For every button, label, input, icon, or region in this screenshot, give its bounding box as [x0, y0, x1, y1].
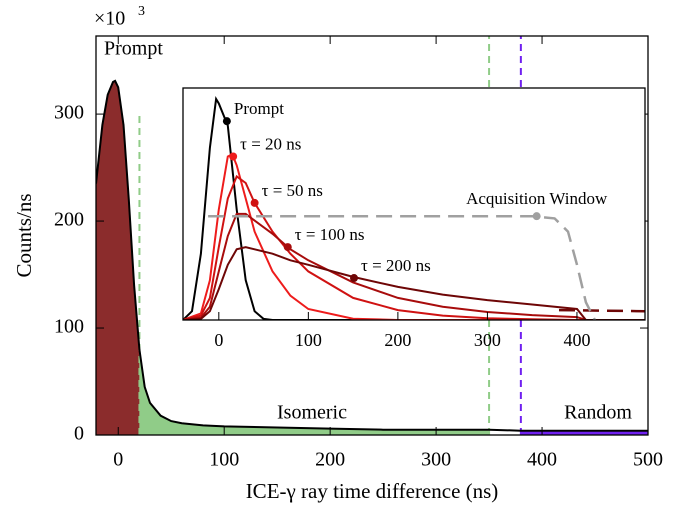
y-tick-label: 0 [74, 423, 84, 445]
region-fill [520, 430, 648, 435]
series-line [558, 308, 645, 313]
series-line [183, 96, 645, 320]
series-marker [222, 117, 231, 126]
region-label: Random [564, 402, 632, 424]
x-tick-label: 400 [527, 449, 557, 471]
plot-area [96, 36, 648, 435]
x-tick-label: 200 [315, 449, 345, 471]
region-fill [139, 349, 490, 435]
series-label: Prompt [234, 99, 284, 118]
x-tick-label: 300 [421, 449, 451, 471]
axes-frame [95, 35, 649, 436]
series-marker [283, 243, 292, 252]
x-axis-label: ICE-γ ray time difference (ns) [246, 479, 499, 503]
x-tick-label: 300 [474, 330, 501, 350]
series-label: τ = 50 ns [262, 181, 323, 200]
y-axis-label: Counts/ns [12, 193, 36, 277]
x-tick-label: 100 [209, 449, 239, 471]
x-tick-label: 100 [295, 330, 322, 350]
series-marker [250, 198, 259, 207]
series-label: τ = 20 ns [240, 134, 301, 153]
series-marker [532, 212, 541, 221]
series-label: Acquisition Window [466, 189, 608, 208]
axes-frame [182, 87, 646, 321]
series-line [96, 79, 648, 432]
inset-background [183, 88, 645, 320]
x-tick-label: 500 [633, 449, 663, 471]
series-line [208, 214, 597, 320]
series-label: τ = 200 ns [361, 256, 431, 275]
y-multiplier: ×10 [94, 8, 125, 30]
plot-area [183, 96, 645, 320]
x-tick-label: 400 [563, 330, 590, 350]
x-tick-label: 0 [214, 330, 223, 350]
x-tick-label: 0 [113, 449, 123, 471]
series-label: τ = 100 ns [295, 225, 365, 244]
series-marker [229, 152, 238, 161]
series-marker [350, 274, 359, 283]
region-label: Prompt [104, 38, 163, 60]
series-line [183, 152, 645, 320]
region-fill [96, 80, 140, 435]
region-label: Isomeric [277, 402, 347, 424]
y-tick-label: 300 [54, 102, 84, 124]
x-tick-label: 200 [384, 330, 411, 350]
y-tick-label: 200 [54, 209, 84, 231]
y-multiplier-exponent: 3 [138, 4, 145, 19]
series-line [183, 246, 645, 320]
y-tick-label: 100 [54, 316, 84, 338]
